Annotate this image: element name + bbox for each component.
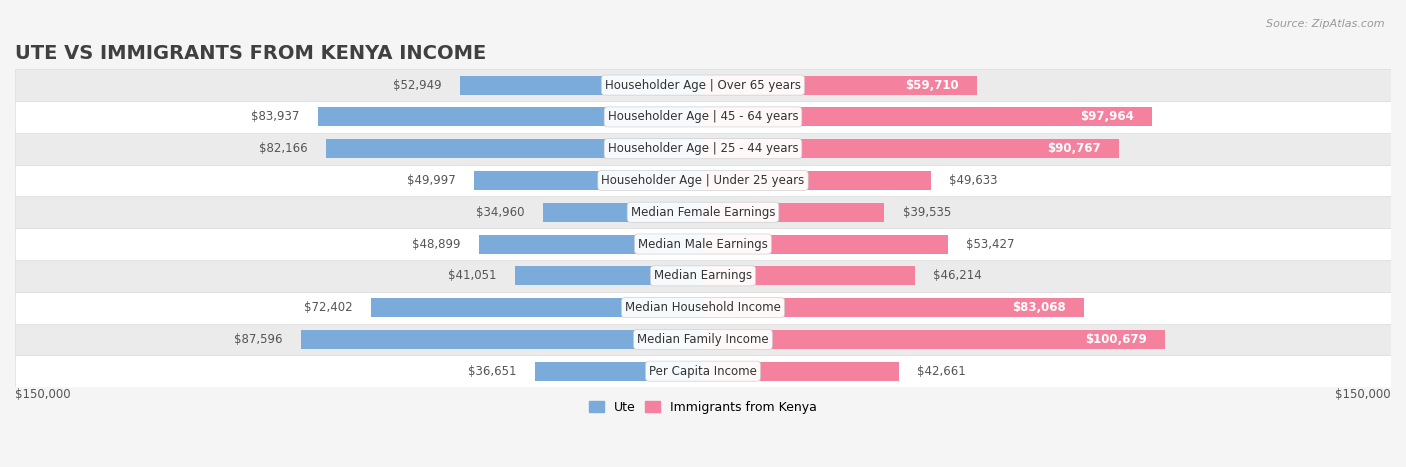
Bar bbox=[703, 139, 1119, 158]
FancyBboxPatch shape bbox=[15, 324, 1391, 355]
Text: Median Earnings: Median Earnings bbox=[654, 269, 752, 283]
Bar bbox=[318, 107, 703, 127]
Text: $39,535: $39,535 bbox=[903, 206, 950, 219]
Text: $87,596: $87,596 bbox=[235, 333, 283, 346]
Text: $53,427: $53,427 bbox=[966, 238, 1015, 250]
Text: $42,661: $42,661 bbox=[917, 365, 966, 378]
FancyBboxPatch shape bbox=[15, 355, 1391, 387]
Bar bbox=[703, 107, 1153, 127]
Text: $34,960: $34,960 bbox=[475, 206, 524, 219]
Text: $41,051: $41,051 bbox=[449, 269, 496, 283]
FancyBboxPatch shape bbox=[15, 228, 1391, 260]
Bar bbox=[301, 330, 703, 349]
Text: Median Family Income: Median Family Income bbox=[637, 333, 769, 346]
Bar bbox=[703, 330, 1164, 349]
FancyBboxPatch shape bbox=[15, 133, 1391, 164]
Text: Per Capita Income: Per Capita Income bbox=[650, 365, 756, 378]
Text: $48,899: $48,899 bbox=[412, 238, 460, 250]
Bar bbox=[703, 76, 977, 95]
Text: UTE VS IMMIGRANTS FROM KENYA INCOME: UTE VS IMMIGRANTS FROM KENYA INCOME bbox=[15, 44, 486, 63]
Text: $97,964: $97,964 bbox=[1080, 110, 1135, 123]
Bar bbox=[474, 171, 703, 190]
FancyBboxPatch shape bbox=[15, 101, 1391, 133]
Bar bbox=[515, 266, 703, 285]
Text: $49,997: $49,997 bbox=[406, 174, 456, 187]
Text: Median Male Earnings: Median Male Earnings bbox=[638, 238, 768, 250]
FancyBboxPatch shape bbox=[15, 164, 1391, 196]
Bar bbox=[478, 234, 703, 254]
Text: $150,000: $150,000 bbox=[15, 388, 70, 401]
Text: $59,710: $59,710 bbox=[905, 78, 959, 92]
Text: $49,633: $49,633 bbox=[949, 174, 997, 187]
Text: $150,000: $150,000 bbox=[1336, 388, 1391, 401]
FancyBboxPatch shape bbox=[15, 69, 1391, 101]
Text: Median Female Earnings: Median Female Earnings bbox=[631, 206, 775, 219]
Bar bbox=[703, 171, 931, 190]
Text: $46,214: $46,214 bbox=[934, 269, 981, 283]
Text: Householder Age | 25 - 44 years: Householder Age | 25 - 44 years bbox=[607, 142, 799, 155]
Text: $83,937: $83,937 bbox=[252, 110, 299, 123]
Bar bbox=[703, 234, 948, 254]
Bar bbox=[326, 139, 703, 158]
Text: $36,651: $36,651 bbox=[468, 365, 516, 378]
Bar bbox=[703, 203, 884, 222]
Text: Householder Age | 45 - 64 years: Householder Age | 45 - 64 years bbox=[607, 110, 799, 123]
Text: Median Household Income: Median Household Income bbox=[626, 301, 780, 314]
Bar bbox=[703, 298, 1084, 317]
FancyBboxPatch shape bbox=[15, 260, 1391, 292]
Text: $82,166: $82,166 bbox=[259, 142, 308, 155]
Text: $52,949: $52,949 bbox=[394, 78, 441, 92]
Text: $100,679: $100,679 bbox=[1084, 333, 1146, 346]
Bar bbox=[534, 361, 703, 381]
Legend: Ute, Immigrants from Kenya: Ute, Immigrants from Kenya bbox=[583, 396, 823, 419]
Bar bbox=[460, 76, 703, 95]
Bar bbox=[543, 203, 703, 222]
FancyBboxPatch shape bbox=[15, 292, 1391, 324]
Bar bbox=[371, 298, 703, 317]
Text: Source: ZipAtlas.com: Source: ZipAtlas.com bbox=[1267, 19, 1385, 28]
Bar bbox=[703, 266, 915, 285]
FancyBboxPatch shape bbox=[15, 196, 1391, 228]
Bar bbox=[703, 361, 898, 381]
Text: $72,402: $72,402 bbox=[304, 301, 353, 314]
Text: Householder Age | Under 25 years: Householder Age | Under 25 years bbox=[602, 174, 804, 187]
Text: Householder Age | Over 65 years: Householder Age | Over 65 years bbox=[605, 78, 801, 92]
Text: $90,767: $90,767 bbox=[1047, 142, 1101, 155]
Text: $83,068: $83,068 bbox=[1012, 301, 1066, 314]
